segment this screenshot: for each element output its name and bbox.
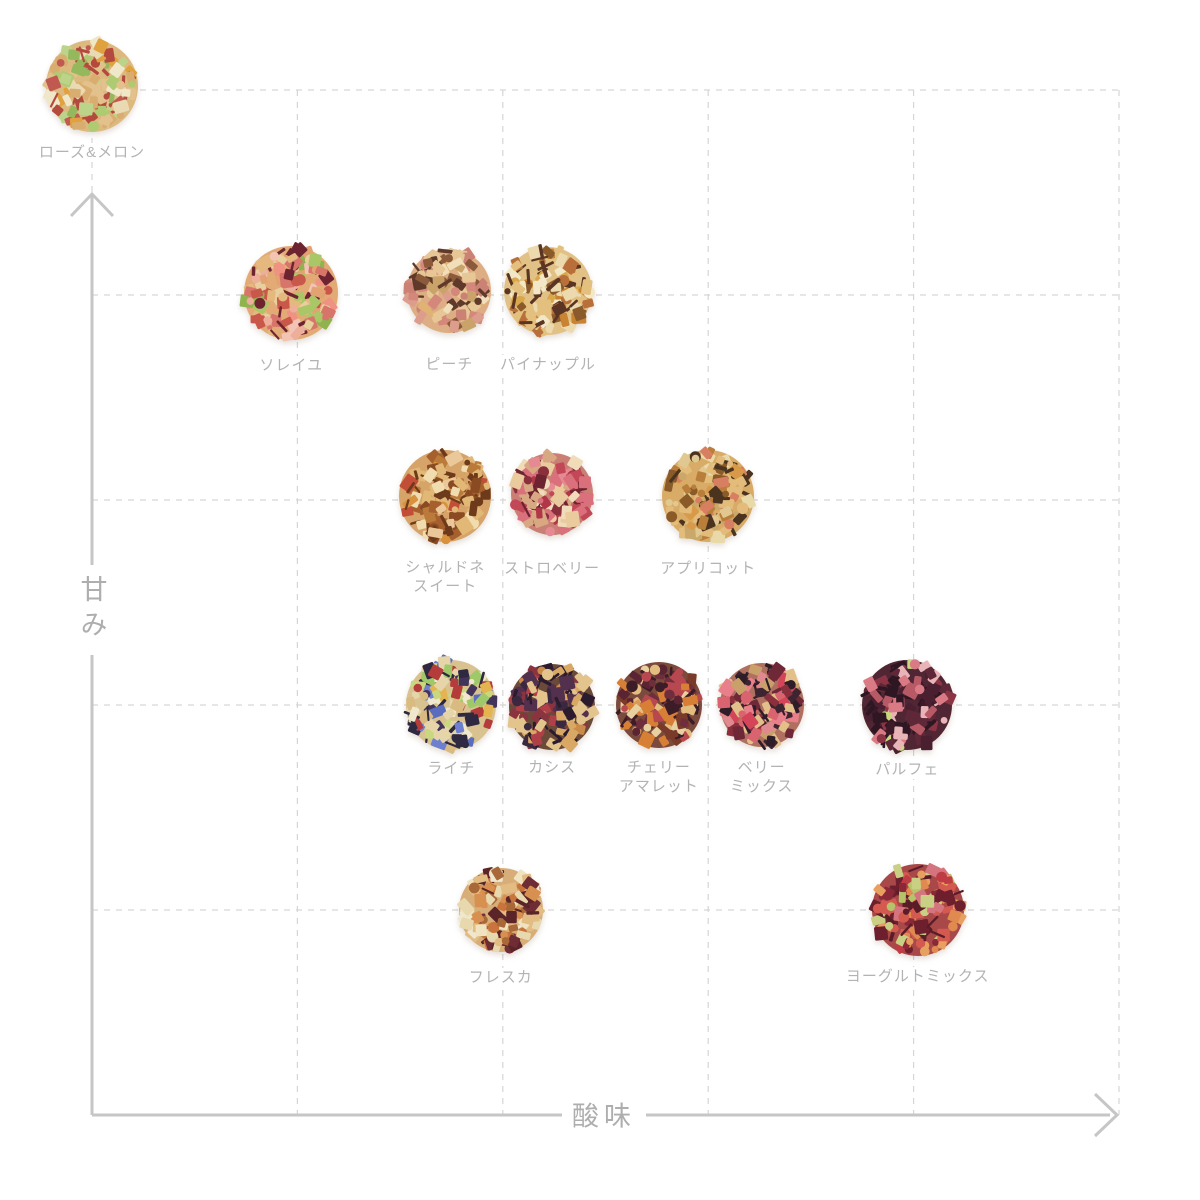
item-apricot xyxy=(662,446,757,544)
x-axis-label: 酸味 xyxy=(562,1094,646,1134)
item-soleil xyxy=(239,241,339,342)
item-yogurt-mix xyxy=(868,863,967,957)
item-cassis xyxy=(507,663,600,753)
item-fresca xyxy=(456,866,545,954)
item-cherry-amaretto xyxy=(615,662,703,749)
item-parfait xyxy=(860,659,957,755)
item-label-chardonnay-sweet: シャルドネ スイート xyxy=(405,557,486,596)
item-label-strawberry: ストロベリー xyxy=(504,558,601,578)
item-label-parfait: パルフェ xyxy=(875,760,940,779)
item-label-soleil: ソレイユ xyxy=(259,355,324,375)
item-label-rose-melon: ローズ&メロン xyxy=(38,142,146,162)
item-rose-melon xyxy=(42,35,138,132)
item-label-cherry-amaretto: チェリー アマレット xyxy=(618,758,699,796)
item-label-berry-mix: ベリー ミックス xyxy=(729,758,794,796)
item-label-cassis: カシス xyxy=(528,758,577,778)
item-berry-mix xyxy=(716,661,804,751)
item-label-apricot: アプリコット xyxy=(660,558,757,578)
item-pineapple xyxy=(503,243,596,338)
item-chardonnay-sweet xyxy=(399,447,492,545)
item-label-pineapple: パイナップル xyxy=(500,354,596,374)
item-lychee xyxy=(404,654,498,754)
item-label-peach: ピーチ xyxy=(425,354,474,374)
y-axis-label: 甘み xyxy=(72,565,112,655)
item-label-fresca: フレスカ xyxy=(468,968,533,987)
item-strawberry xyxy=(509,448,594,537)
item-label-lychee: ライチ xyxy=(427,759,476,778)
item-peach xyxy=(402,247,492,333)
item-label-yogurt-mix: ヨーグルトミックス xyxy=(845,967,990,986)
